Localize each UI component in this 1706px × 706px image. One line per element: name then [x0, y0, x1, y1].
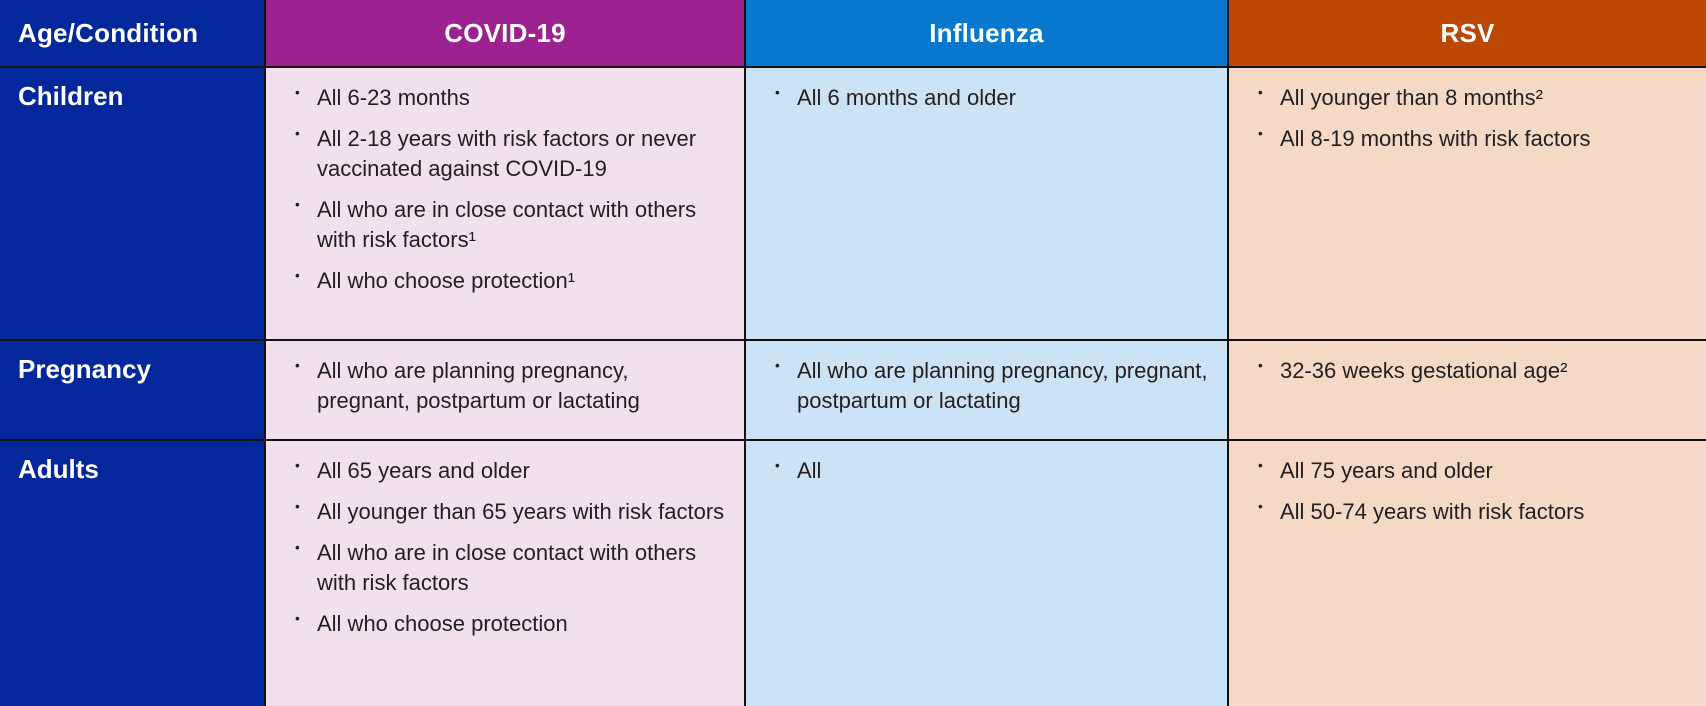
header-rsv: RSV [1229, 0, 1706, 66]
bullet-list: All who are planning pregnancy, pregnant… [746, 341, 1227, 416]
bullet-list: 32-36 weeks gestational age² [1229, 341, 1706, 386]
bullet-item: All 6 months and older [770, 83, 1209, 113]
header-influenza: Influenza [746, 0, 1227, 66]
bullet-item: All 65 years and older [290, 456, 726, 486]
header-rsv-label: RSV [1440, 17, 1495, 48]
bullet-item: All 2-18 years with risk factors or neve… [290, 124, 726, 184]
bullet-item: All younger than 65 years with risk fact… [290, 497, 726, 527]
header-age-condition-label: Age/Condition [18, 17, 199, 48]
bullet-item: All 6-23 months [290, 83, 726, 113]
cell-adults-rsv: All 75 years and older All 50-74 years wi… [1229, 441, 1706, 706]
bullet-list: All 6-23 months All 2-18 years with risk … [266, 68, 744, 295]
bullet-item: All who are in close contact with others… [290, 195, 726, 255]
bullet-item: 32-36 weeks gestational age² [1253, 356, 1688, 386]
bullet-list: All 75 years and older All 50-74 years wi… [1229, 441, 1706, 527]
header-covid19-label: COVID-19 [444, 17, 566, 48]
bullet-item: All who choose protection [290, 609, 726, 639]
cell-children-covid: All 6-23 months All 2-18 years with risk … [266, 68, 744, 339]
cell-pregnancy-covid: All who are planning pregnancy, pregnant… [266, 341, 744, 439]
bullet-item: All younger than 8 months² [1253, 83, 1688, 113]
bullet-list: All 65 years and older All younger than 6… [266, 441, 744, 639]
cell-adults-covid: All 65 years and older All younger than 6… [266, 441, 744, 706]
bullet-list: All 6 months and older [746, 68, 1227, 113]
bullet-item: All who choose protection¹ [290, 266, 726, 296]
cell-children-rsv: All younger than 8 months² All 8-19 month… [1229, 68, 1706, 339]
cell-pregnancy-influenza: All who are planning pregnancy, pregnant… [746, 341, 1227, 439]
cell-adults-influenza: All [746, 441, 1227, 706]
bullet-list: All younger than 8 months² All 8-19 month… [1229, 68, 1706, 154]
bullet-item: All who are in close contact with others… [290, 538, 726, 598]
bullet-item: All [770, 456, 1209, 486]
bullet-item: All 8-19 months with risk factors [1253, 124, 1688, 154]
header-age-condition: Age/Condition [0, 0, 264, 66]
row-label-adults: Adults [0, 441, 264, 706]
header-influenza-label: Influenza [929, 17, 1044, 48]
cell-pregnancy-rsv: 32-36 weeks gestational age² [1229, 341, 1706, 439]
bullet-item: All who are planning pregnancy, pregnant… [290, 356, 726, 416]
bullet-item: All who are planning pregnancy, pregnant… [770, 356, 1209, 416]
bullet-list: All [746, 441, 1227, 486]
header-covid19: COVID-19 [266, 0, 744, 66]
bullet-item: All 50-74 years with risk factors [1253, 497, 1688, 527]
row-label-children: Children [0, 68, 264, 339]
bullet-list: All who are planning pregnancy, pregnant… [266, 341, 744, 416]
cell-children-influenza: All 6 months and older [746, 68, 1227, 339]
row-label-pregnancy: Pregnancy [0, 341, 264, 439]
bullet-item: All 75 years and older [1253, 456, 1688, 486]
